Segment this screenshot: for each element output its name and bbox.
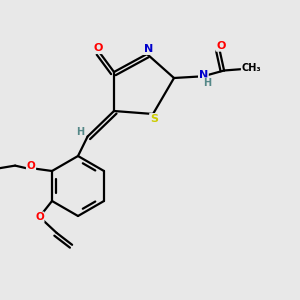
Text: O: O [27, 160, 35, 171]
Text: O: O [93, 43, 103, 53]
Text: N: N [144, 44, 153, 54]
Text: H: H [203, 78, 212, 88]
Text: N: N [199, 70, 208, 80]
Text: S: S [150, 114, 158, 124]
Text: H: H [76, 127, 84, 137]
Text: CH₃: CH₃ [242, 63, 261, 74]
Text: O: O [216, 41, 226, 51]
Text: O: O [35, 212, 44, 222]
